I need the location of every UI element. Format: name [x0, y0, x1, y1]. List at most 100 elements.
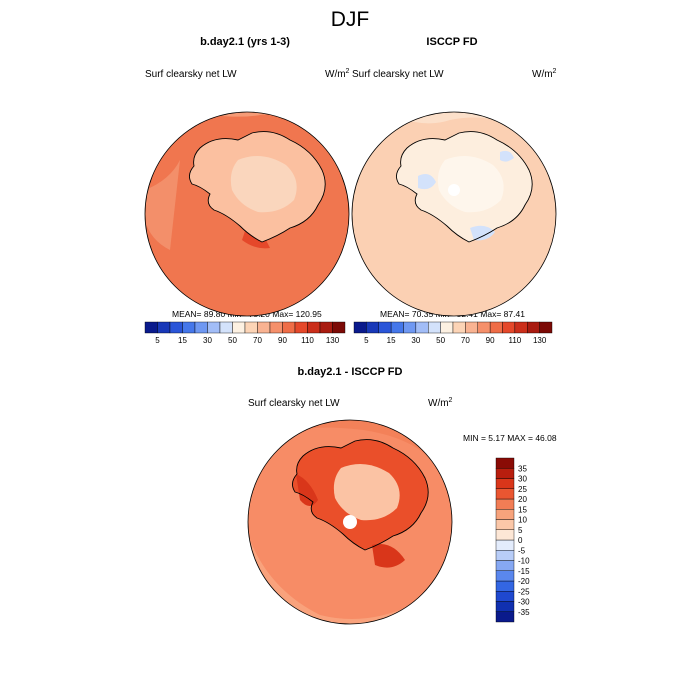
panel3-title: b.day2.1 - ISCCP FD: [297, 366, 403, 378]
panel3-colorbar-tick-label: -20: [518, 577, 530, 586]
panel1-field-band-west: [145, 160, 180, 250]
panel1-colorbar: 5 15 30 50 70 90 110 130: [144, 321, 346, 345]
panel2-field-cold-spot-2: [470, 225, 495, 241]
panel2-colorbar: 5 15 30 50 70 90 110 130: [353, 321, 553, 345]
panel1-coastline: [189, 131, 326, 243]
panel1-colorbar-tick-label: 50: [228, 336, 237, 345]
panel2-units-base: W/m: [532, 69, 553, 80]
panel3-field-hot-spot-2: [372, 544, 405, 568]
panel1-colorbar-swatch: [207, 321, 221, 334]
panel2-colorbar-tick-label: 5: [364, 336, 369, 345]
panel2-max: 87.41: [503, 309, 525, 319]
panel2-max-label: Max=: [480, 309, 502, 319]
panel2-colorbar-tick-label: 50: [436, 336, 445, 345]
panel2-map: [351, 111, 557, 317]
panel2-units: W/m2: [532, 68, 557, 80]
panel2-mean: 70.35: [411, 309, 434, 319]
panel1-colorbar-swatch: [244, 321, 258, 334]
panel2-land-interior: [437, 156, 504, 213]
panel1-max-label: Max=: [272, 309, 294, 319]
panel3-colorbar-tick-label: 10: [518, 516, 527, 525]
panel1-units-exp: 2: [345, 68, 350, 75]
panel3-colorbar-tick-label: 20: [518, 495, 527, 504]
panel3-colorbar-swatch: [495, 580, 515, 592]
panel1-colorbar-swatch: [194, 321, 208, 334]
panel3-colorbar-swatch: [495, 591, 515, 602]
panel2-coastline: [396, 131, 533, 243]
panel3-pole-missing: [343, 515, 357, 529]
panel2-colorbar-tick-label: 15: [387, 336, 396, 345]
panel1-colorbar-tick-label: 90: [278, 336, 287, 345]
panel2-colorbar-swatch: [527, 321, 540, 334]
panel1-colorbar-swatch: [319, 321, 333, 334]
panel2-colorbar-swatch: [353, 321, 367, 334]
panel2-units-exp: 2: [552, 68, 557, 75]
panel2-colorbar-swatch: [514, 321, 528, 334]
panel2-colorbar-swatch: [403, 321, 417, 334]
panel3-colorbar-tick-label: 35: [518, 464, 527, 473]
panel3-colorbar-swatch: [495, 560, 515, 571]
panel3-colorbar-tick-label: 30: [518, 475, 527, 484]
panel1-colorbar-swatch: [219, 321, 233, 334]
panel3-colorbar-swatch: [495, 519, 515, 530]
panel3-colorbar-tick-label: -35: [518, 608, 530, 617]
panel3-land-interior: [333, 464, 400, 521]
panel3-colorbar-tick-label: -15: [518, 567, 530, 576]
panel1-mean: 89.80: [203, 309, 226, 319]
panel2-pole-missing: [448, 184, 460, 196]
panel2-map-border: [351, 111, 557, 317]
panel1-colorbar-tick-label: 15: [178, 336, 187, 345]
panel2-colorbar-swatch: [539, 321, 553, 334]
panel3-colorbar-swatch: [495, 529, 515, 541]
panel2-mean-label: MEAN=: [380, 309, 410, 319]
panel2-colorbar-swatch: [428, 321, 441, 334]
panel2-colorbar-tick-label: 30: [411, 336, 420, 345]
panel3-colorbar-swatch: [495, 457, 515, 469]
panel2-colorbar-tick-label: 90: [486, 336, 495, 345]
panel1-units: W/m2: [325, 68, 350, 80]
panel2-field-cold-spot-1: [418, 174, 436, 190]
panel3-field-hot-spot-1: [296, 474, 318, 506]
panel2-title: ISCCP FD: [426, 36, 478, 48]
panel3-coastline: [292, 439, 429, 551]
panel1-colorbar-swatch: [144, 321, 158, 334]
panel3-colorbar-tick-label: -25: [518, 587, 530, 596]
panel3-colorbar-swatch: [495, 539, 515, 551]
panel1-colorbar-swatch: [169, 321, 183, 334]
panel3-colorbar-tick-label: 25: [518, 485, 527, 494]
panel3-colorbar-swatch: [495, 478, 515, 489]
panel2-colorbar-swatch: [440, 321, 454, 334]
panel2-field-cold-spot-3: [500, 150, 514, 162]
panel3-min: 5.17: [488, 433, 505, 443]
panel3-colorbar-swatch: [495, 509, 515, 520]
panel1-map-border: [144, 111, 350, 317]
panel1-colorbar-swatch: [157, 321, 171, 334]
panel3-colorbar-tick-label: 0: [518, 536, 523, 545]
panel2-colorbar-swatch: [477, 321, 491, 334]
panel1-colorbar-tick-label: 30: [203, 336, 212, 345]
panel1-colorbar-swatch: [307, 321, 321, 334]
panel2-colorbar-swatch: [452, 321, 466, 334]
panel1-colorbar-swatch: [294, 321, 308, 334]
panel1-land-interior: [230, 156, 297, 213]
panel3-colorbar-tick-label: 5: [518, 526, 523, 535]
panel3-left-label: Surf clearsky net LW: [248, 398, 340, 409]
panel2-colorbar-swatch: [415, 321, 429, 334]
panel2-colorbar-tick-label: 110: [508, 336, 521, 345]
panel1-units-base: W/m: [325, 69, 346, 80]
panel1-max: 120.95: [295, 309, 322, 319]
panel2-colorbar-tick-label: 130: [533, 336, 547, 345]
panel3-stats: MIN = 5.17 MAX = 46.08: [463, 433, 557, 443]
panel3-map-border: [247, 419, 453, 625]
panel2-colorbar-swatch: [366, 321, 379, 334]
panel3-units-exp: 2: [448, 397, 453, 404]
panel3-colorbar-swatch: [495, 570, 515, 582]
panel1-colorbar-swatch: [232, 321, 246, 334]
panel1-left-label: Surf clearsky net LW: [145, 69, 237, 80]
panel3-colorbar-tick-label: -10: [518, 557, 530, 566]
panel3-max-label: MAX =: [507, 433, 533, 443]
panel2-colorbar-swatch: [502, 321, 516, 334]
panel3-colorbar-tick-label: 15: [518, 505, 527, 514]
